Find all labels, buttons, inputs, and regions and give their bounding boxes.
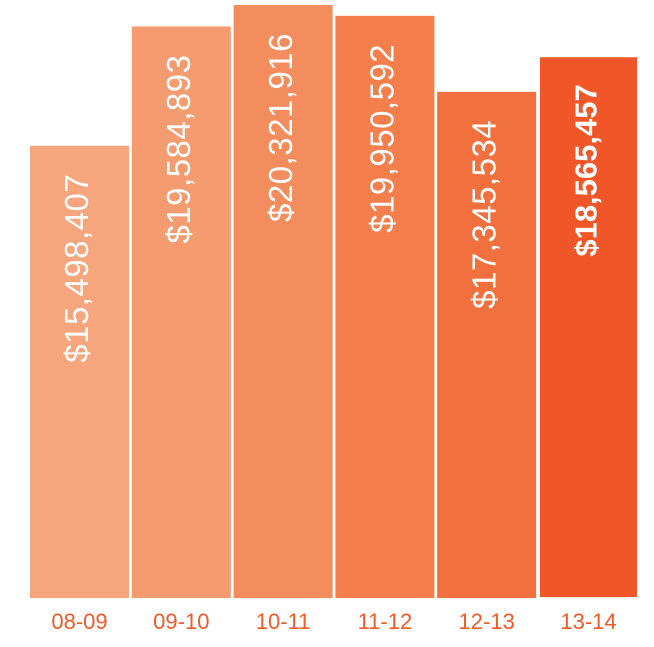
value-label: $17,345,534: [465, 120, 502, 309]
value-label: $15,498,407: [58, 174, 95, 363]
bar: [335, 15, 435, 599]
value-label: $18,565,457: [569, 84, 604, 256]
bar: [233, 5, 333, 598]
value-label: $19,584,893: [160, 55, 197, 244]
x-tick-label: 11-12: [358, 609, 413, 634]
x-tick-label: 09-10: [153, 609, 209, 634]
value-label: $20,321,916: [262, 33, 299, 222]
bar: [538, 55, 639, 600]
x-tick-label: 13-14: [560, 609, 616, 634]
x-tick-label: 10-11: [256, 609, 311, 634]
bar: [437, 91, 537, 598]
value-label: $19,950,592: [364, 44, 401, 233]
bar: [30, 145, 129, 598]
bar: [131, 26, 231, 598]
x-tick-label: 12-13: [459, 609, 515, 634]
x-tick-label: 08-09: [51, 609, 107, 634]
